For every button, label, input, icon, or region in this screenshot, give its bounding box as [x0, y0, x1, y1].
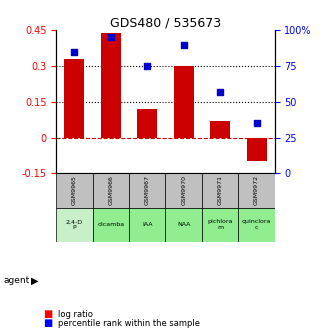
Title: GDS480 / 535673: GDS480 / 535673 [110, 16, 221, 29]
Text: ▶: ▶ [31, 276, 39, 286]
Point [217, 89, 223, 94]
Bar [129, 173, 166, 208]
Text: GSM9970: GSM9970 [181, 175, 186, 205]
Bar [56, 208, 93, 242]
Bar [247, 137, 266, 161]
Text: IAA: IAA [142, 222, 153, 227]
Text: dicamba: dicamba [97, 222, 124, 227]
Bar [56, 173, 93, 208]
Bar [166, 208, 202, 242]
Bar [166, 173, 202, 208]
Text: GSM9971: GSM9971 [217, 175, 223, 205]
Point [108, 35, 114, 40]
Bar [93, 208, 129, 242]
Text: GSM9972: GSM9972 [254, 175, 259, 206]
Bar [174, 66, 194, 137]
Bar [202, 173, 238, 208]
Bar [137, 109, 157, 137]
Bar [129, 208, 166, 242]
Bar [210, 121, 230, 137]
Text: ■: ■ [43, 318, 52, 328]
Bar [202, 208, 238, 242]
Bar [93, 173, 129, 208]
Text: GSM9966: GSM9966 [108, 175, 114, 205]
Text: quinclora
c: quinclora c [242, 219, 271, 230]
Point [181, 42, 186, 47]
Text: log ratio: log ratio [58, 310, 93, 319]
Text: percentile rank within the sample: percentile rank within the sample [58, 319, 200, 328]
Text: GSM9965: GSM9965 [72, 175, 77, 205]
Bar [238, 173, 275, 208]
Bar [101, 33, 121, 137]
Point [254, 121, 259, 126]
Text: NAA: NAA [177, 222, 190, 227]
Point [72, 49, 77, 54]
Point [145, 63, 150, 69]
Text: 2,4-D
P: 2,4-D P [66, 219, 83, 230]
Text: pichlora
m: pichlora m [208, 219, 233, 230]
Text: agent: agent [3, 276, 29, 285]
Bar [65, 59, 84, 137]
Text: ■: ■ [43, 309, 52, 319]
Text: GSM9967: GSM9967 [145, 175, 150, 205]
Bar [238, 208, 275, 242]
